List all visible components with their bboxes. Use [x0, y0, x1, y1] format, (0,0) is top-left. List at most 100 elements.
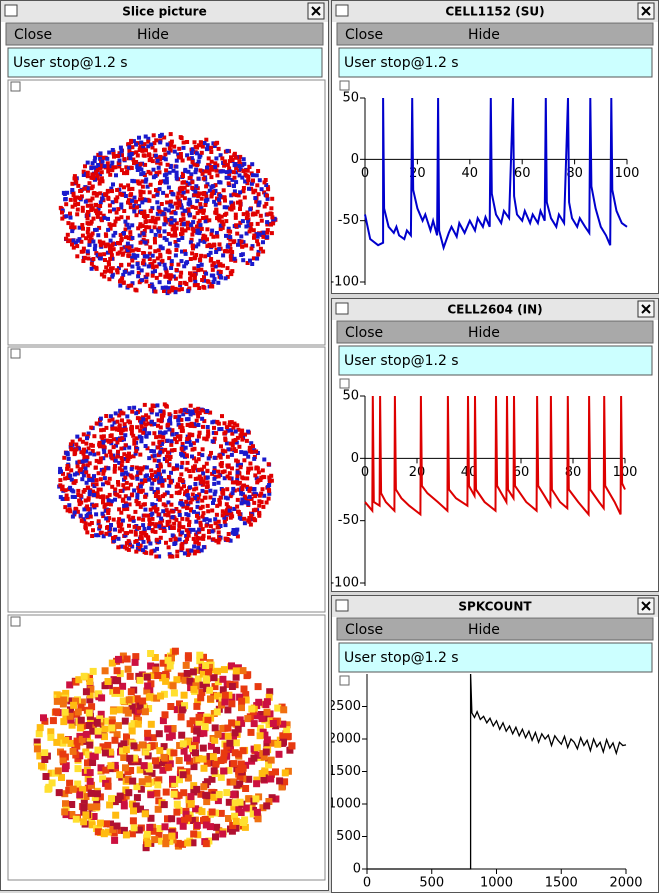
cell-dot: [143, 673, 151, 681]
menu-item[interactable]: Hide: [468, 622, 500, 638]
cell-dot: [179, 822, 187, 830]
cell-dot: [173, 808, 181, 816]
cell-dot: [128, 517, 133, 522]
cell-dot: [196, 423, 201, 427]
cell-dot: [126, 236, 131, 241]
menu-item[interactable]: Hide: [468, 27, 500, 43]
cell-dot: [103, 820, 110, 828]
checkbox[interactable]: [339, 378, 350, 389]
cell-dot: [180, 236, 185, 240]
cell-dot: [119, 682, 127, 690]
cell-dot: [85, 722, 93, 729]
menu-item[interactable]: Close: [14, 27, 52, 43]
cell-dot: [92, 191, 97, 195]
cell-dot: [109, 453, 114, 458]
cell-dot: [265, 212, 270, 217]
x-tick-label: 1000: [480, 876, 513, 891]
cell-dot: [199, 744, 207, 752]
cell-dot: [143, 830, 151, 838]
cell-dot: [239, 234, 244, 239]
checkbox[interactable]: [10, 348, 21, 359]
cell-dot: [160, 753, 168, 761]
cell-dot: [230, 269, 235, 274]
cell-dot: [107, 262, 111, 267]
menu-item[interactable]: Close: [345, 27, 383, 43]
cell-dot: [218, 495, 223, 500]
cell-dot: [173, 290, 178, 295]
cell-dot: [58, 495, 63, 500]
cell-dot: [77, 446, 81, 451]
cell-dot: [65, 464, 70, 468]
cell-dot: [205, 469, 210, 474]
cell-dot: [206, 509, 211, 514]
cell-dot: [223, 789, 231, 797]
menu-item[interactable]: Hide: [137, 27, 169, 43]
cell-dot: [215, 173, 220, 178]
cell-dot: [192, 544, 197, 549]
menu-item[interactable]: Hide: [468, 325, 500, 341]
checkbox[interactable]: [10, 81, 21, 92]
cell-dot: [178, 274, 183, 279]
cell-dot: [233, 215, 238, 220]
cell-dot: [257, 503, 262, 508]
cell-dot: [224, 724, 232, 732]
cell-dot: [111, 182, 115, 187]
cell-dot: [101, 471, 106, 476]
cell-dot: [65, 232, 70, 237]
cell-dot: [238, 465, 243, 470]
cell-dot: [227, 423, 232, 428]
cell-dot: [155, 464, 160, 468]
cell-dot: [232, 673, 240, 681]
cell-dot: [164, 180, 169, 185]
cell-dot: [179, 486, 184, 491]
cell-dot: [196, 268, 201, 273]
close-icon: [641, 6, 651, 16]
cell-dot: [164, 508, 169, 513]
cell-dot: [74, 780, 82, 788]
cell-dot: [212, 492, 217, 497]
cell-dot: [238, 719, 246, 727]
cell-dot: [135, 446, 140, 451]
cell-dot: [152, 548, 157, 553]
cell-dot: [250, 162, 255, 167]
cell-dot: [136, 485, 141, 490]
cell-dot: [140, 223, 145, 228]
cell-dot: [268, 770, 275, 778]
cell-dot: [141, 502, 146, 507]
cell-dot: [220, 509, 225, 514]
cell-dot: [195, 718, 203, 726]
cell-dot: [130, 409, 135, 414]
cell-dot: [235, 463, 240, 468]
cell-dot: [182, 180, 186, 185]
cell-dot: [125, 169, 130, 174]
checkbox[interactable]: [339, 675, 350, 686]
cell-dot: [251, 256, 256, 261]
cell-dot: [144, 682, 152, 690]
cell-dot: [215, 163, 220, 168]
cell-dot: [212, 199, 217, 204]
cell-dot: [189, 237, 194, 242]
cell-dot: [164, 168, 169, 173]
menu-item[interactable]: Close: [345, 622, 383, 638]
cell-dot: [134, 549, 139, 554]
cell-dot: [86, 678, 94, 685]
cell-dot: [96, 471, 101, 476]
cell-dot: [244, 715, 252, 723]
cell-dot: [94, 828, 102, 836]
cell-dot: [116, 241, 120, 245]
cell-dot: [258, 478, 263, 482]
cell-dot: [74, 708, 82, 716]
cell-dot: [164, 270, 169, 275]
cell-dot: [136, 270, 141, 275]
checkbox[interactable]: [10, 616, 21, 627]
cell-dot: [162, 173, 167, 178]
cell-dot: [117, 158, 122, 163]
cell-dot: [130, 223, 135, 228]
cell-dot: [110, 417, 115, 422]
checkbox[interactable]: [339, 80, 350, 91]
menu-item[interactable]: Close: [345, 325, 383, 341]
cell-dot: [205, 425, 210, 429]
cell-dot: [175, 243, 180, 248]
cell-dot: [264, 183, 269, 187]
cell-dot: [72, 815, 80, 823]
